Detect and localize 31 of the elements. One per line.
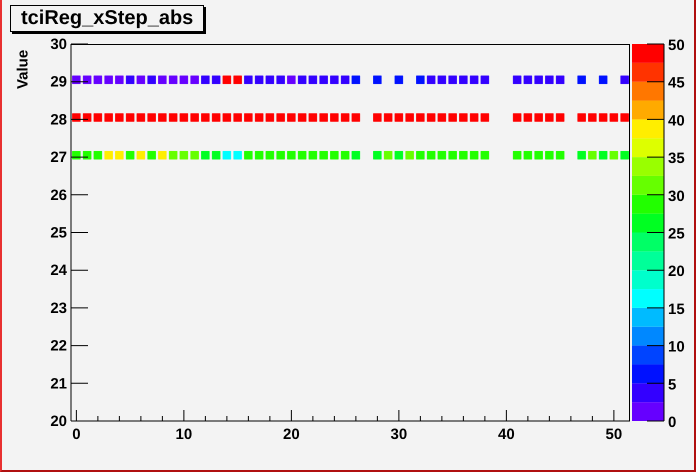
y-tick-label: 27: [50, 149, 67, 166]
x-tick-label: 0: [72, 426, 81, 443]
chart-title: tciReg_xStep_abs: [10, 5, 204, 32]
color-bar-label: 0: [668, 414, 676, 431]
y-tick-label: 29: [50, 74, 67, 91]
color-bar-label: 50: [668, 37, 685, 54]
palette-scale: 0 5 10 15 20 25 30 35 40 45 50: [632, 37, 685, 431]
x-tick-label: 10: [176, 426, 192, 443]
x-tick-label: 20: [283, 426, 300, 443]
color-bar-label: 25: [668, 226, 685, 242]
y-tick-label: 30: [50, 36, 67, 53]
color-bar-label: 10: [668, 338, 685, 356]
color-bar-label: 5: [668, 376, 676, 394]
y-axis-title: Value: [14, 50, 32, 89]
color-bar-label: 30: [668, 188, 685, 205]
color-bar-label: 20: [668, 263, 685, 280]
y-tick-label: 24: [50, 262, 68, 280]
x-tick-label: 30: [390, 426, 408, 443]
color-bar-label: 35: [668, 150, 685, 168]
y-tick-label: 28: [50, 111, 67, 128]
color-bar-label: 45: [668, 74, 685, 92]
x-tick-label: 40: [498, 426, 515, 443]
y-tick-label: 20: [50, 413, 67, 430]
color-bar-label: 40: [668, 112, 685, 130]
y-tick-label: 23: [50, 300, 67, 317]
color-bar-label: 15: [668, 300, 685, 318]
y-tick-label: 21: [50, 375, 67, 392]
y-tick-label: 22: [50, 338, 67, 355]
x-tick-label: 50: [606, 426, 622, 443]
y-tick-label: 25: [50, 224, 67, 242]
y-tick-label: 26: [50, 186, 67, 204]
